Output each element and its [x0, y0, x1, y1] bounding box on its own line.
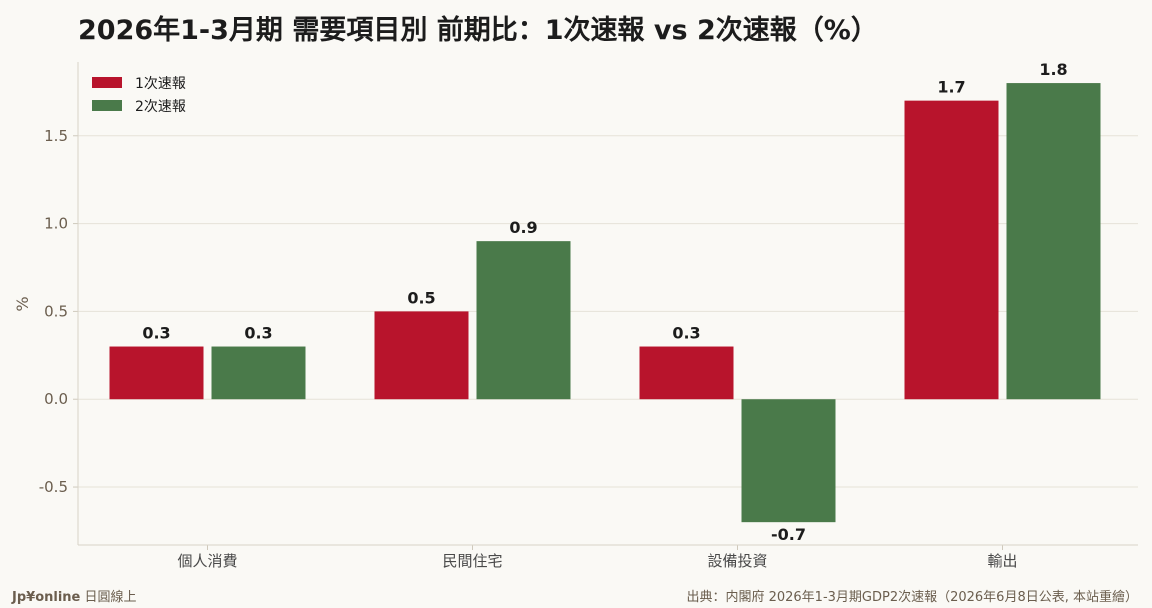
y-axis-label: %	[13, 296, 32, 311]
category-label: 民間住宅	[442, 552, 502, 570]
bar-2-3	[741, 399, 836, 523]
footer-brand: Jp¥online 日圓線上	[12, 586, 137, 605]
y-tick-label: 0.5	[44, 302, 68, 320]
brand-suffix: 日圓線上	[84, 590, 137, 605]
value-label: 0.3	[672, 324, 700, 343]
value-label: 0.3	[244, 324, 272, 343]
bar-2-2	[476, 241, 571, 400]
legend-swatch	[92, 77, 122, 88]
y-axis-ticks: -0.5 0.0 0.5 1.0 1.5	[39, 127, 78, 496]
bar-2-4	[1006, 83, 1101, 400]
bar-1-3	[639, 346, 734, 400]
category-label: 設備投資	[707, 552, 767, 570]
bars	[109, 83, 1101, 523]
value-labels: 0.3 0.3 0.5 0.9 0.3 -0.7 1.7 1.8	[142, 60, 1067, 544]
y-tick-label: 1.0	[44, 215, 68, 233]
value-label: 0.3	[142, 324, 170, 343]
chart-title: 2026年1-3月期 需要項目別 前期比：1次速報 vs 2次速報（%）	[78, 15, 878, 46]
legend-swatch	[92, 100, 122, 111]
legend-label: 1次速報	[135, 76, 186, 92]
value-label: 0.5	[407, 288, 435, 307]
bar-2-1	[211, 346, 306, 400]
y-tick-label: 1.5	[44, 127, 68, 145]
y-tick-label: -0.5	[39, 478, 68, 496]
category-label: 個人消費	[177, 552, 237, 570]
bar-1-4	[904, 100, 999, 400]
value-label: 1.7	[937, 78, 965, 97]
bar-1-1	[109, 346, 204, 400]
y-tick-label: 0.0	[44, 390, 68, 408]
category-label: 輸出	[987, 552, 1017, 570]
value-label: 1.8	[1039, 60, 1067, 79]
value-label: -0.7	[771, 525, 806, 544]
footer-source: 出典：内閣府 2026年1-3月期GDP2次速報（2026年6月8日公表, 本站…	[686, 590, 1138, 605]
bar-1-2	[374, 311, 469, 400]
legend: 1次速報 2次速報	[92, 76, 186, 115]
x-axis-categories: 個人消費 民間住宅 設備投資 輸出	[177, 545, 1018, 570]
brand-logo-text: Jp¥online	[12, 590, 81, 605]
legend-label: 2次速報	[135, 99, 186, 115]
value-label: 0.9	[509, 218, 537, 237]
